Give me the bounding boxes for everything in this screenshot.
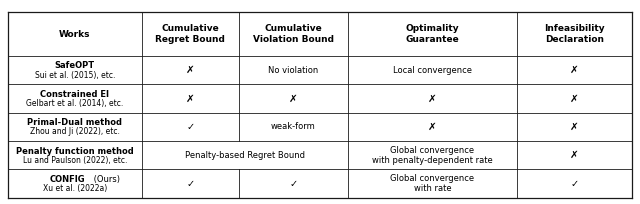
Text: Infeasibility
Declaration: Infeasibility Declaration xyxy=(544,24,605,44)
Text: ✗: ✗ xyxy=(428,93,437,103)
Text: Optimality
Guarantee: Optimality Guarantee xyxy=(406,24,460,44)
Text: ✓: ✓ xyxy=(186,122,195,132)
Text: Primal-Dual method: Primal-Dual method xyxy=(28,118,122,127)
Text: Cumulative
Regret Bound: Cumulative Regret Bound xyxy=(156,24,225,44)
Text: ✗: ✗ xyxy=(186,65,195,75)
Text: Xu et al. (2022a): Xu et al. (2022a) xyxy=(43,184,107,193)
Text: Gelbart et al. (2014), etc.: Gelbart et al. (2014), etc. xyxy=(26,99,124,108)
Text: Penalty function method: Penalty function method xyxy=(16,146,134,155)
Text: CONFIG: CONFIG xyxy=(49,175,85,184)
Text: ✗: ✗ xyxy=(186,93,195,103)
Text: Local convergence: Local convergence xyxy=(393,65,472,75)
Text: ✗: ✗ xyxy=(289,93,298,103)
Text: Works: Works xyxy=(59,30,91,39)
Text: ✓: ✓ xyxy=(289,179,298,189)
Text: ✓: ✓ xyxy=(186,179,195,189)
Text: Zhou and Ji (2022), etc.: Zhou and Ji (2022), etc. xyxy=(30,128,120,136)
Text: ✓: ✓ xyxy=(570,179,579,189)
Text: ✗: ✗ xyxy=(570,122,579,132)
Text: ✗: ✗ xyxy=(570,65,579,75)
Text: Sui et al. (2015), etc.: Sui et al. (2015), etc. xyxy=(35,71,115,80)
Text: No violation: No violation xyxy=(268,65,319,75)
Text: SafeOPT: SafeOPT xyxy=(55,61,95,70)
Text: Constrained EI: Constrained EI xyxy=(40,90,109,99)
Text: weak-form: weak-form xyxy=(271,122,316,131)
Text: Global convergence
with penalty-dependent rate: Global convergence with penalty-dependen… xyxy=(372,146,493,165)
Text: ✗: ✗ xyxy=(570,150,579,160)
Text: Penalty-based Regret Bound: Penalty-based Regret Bound xyxy=(185,151,305,160)
Text: (Ours): (Ours) xyxy=(91,175,120,184)
Text: Lu and Paulson (2022), etc.: Lu and Paulson (2022), etc. xyxy=(22,156,127,165)
Text: ✗: ✗ xyxy=(428,122,437,132)
Text: Cumulative
Violation Bound: Cumulative Violation Bound xyxy=(253,24,334,44)
Text: Global convergence
with rate: Global convergence with rate xyxy=(390,174,474,193)
Text: ✗: ✗ xyxy=(570,93,579,103)
